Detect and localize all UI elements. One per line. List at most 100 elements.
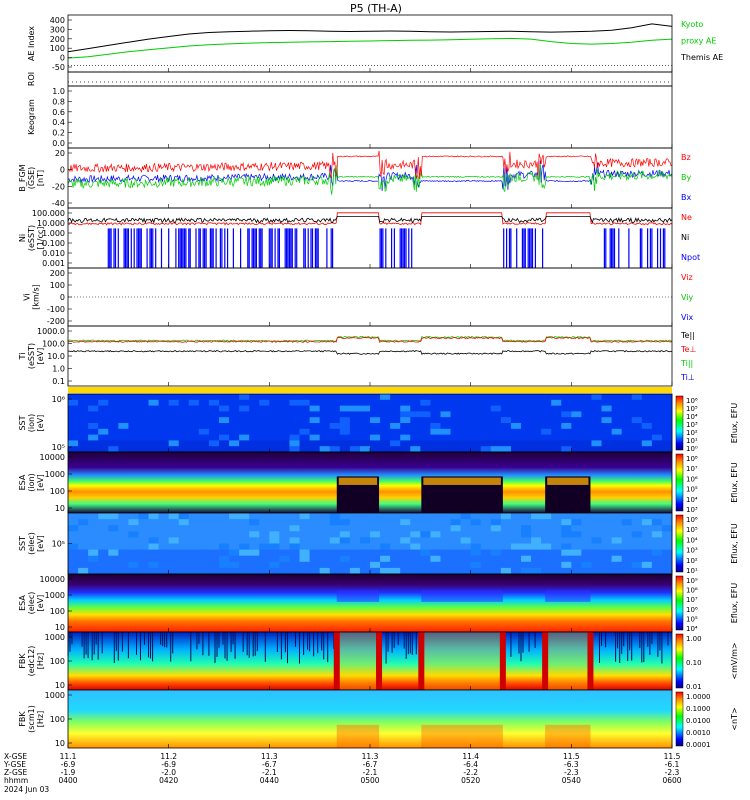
- ylabel-ae-0: AE Index: [27, 26, 36, 61]
- cbar-tick-fbk_b-2: 0.0100: [686, 717, 711, 725]
- ylabel-sst_i-2: [eV]: [36, 415, 45, 432]
- time-val-0-6: 11.5: [664, 752, 681, 761]
- fbk-e-edge-1b: [499, 632, 506, 690]
- time-val-3-1: 0420: [159, 776, 178, 785]
- cbar-tick-sst_i-5: 10¹: [686, 437, 698, 445]
- time-axis: X-GSE 11.1 11.2 11.3 11.3 11.4 11.5 11.5 Y-GSE -6…: [3, 752, 682, 794]
- ylabel-esa_e-1: (elec): [27, 592, 36, 615]
- ytick-vi-3: -100: [47, 305, 65, 314]
- ytick-ni-3: 0.100: [42, 239, 65, 248]
- ytick-keogram-5: 0.0: [52, 139, 65, 148]
- ytick-sst_i-0: 10⁶: [52, 395, 65, 404]
- panel-ti: 1000.0 100.0 10.0 1.0 0.1 Ti (eSST) [eV] Te|| Te⊥…: [18, 325, 696, 387]
- ytick-ae-3: 100: [50, 44, 65, 53]
- ytick-ti-2: 10.0: [47, 352, 65, 361]
- ni-line-ni: [67, 215, 673, 224]
- time-row-label-0: X-GSE: [4, 752, 27, 761]
- ytick-ae-5: -50: [52, 63, 65, 72]
- ytick-keogram-3: 0.4: [52, 118, 65, 127]
- ytick-ni-0: 100.000: [32, 209, 65, 218]
- ylabel-vi-0: Vi: [23, 293, 32, 301]
- ytick-ae-0: 400: [50, 16, 65, 25]
- cbar-tick-esa_i-2: 10⁶: [686, 475, 698, 483]
- time-val-2-4: -2.2: [463, 768, 478, 777]
- ylabel-fbk_b-2: [Hz]: [36, 711, 45, 727]
- ytick-ae-4: 0: [60, 54, 65, 63]
- cbar-label-esa_i: Eflux, EFU: [730, 462, 739, 503]
- time-val-2-3: -2.1: [363, 768, 378, 777]
- colorbar-sst_e: [675, 514, 684, 573]
- bfgm-line-bz: [67, 150, 673, 180]
- fbk-e-edge-2a: [542, 632, 549, 690]
- ylabel-bfgm-2: [nT]: [36, 170, 45, 186]
- ytick-ti-3: 1.0: [52, 365, 65, 374]
- time-val-3-3: 0500: [360, 776, 379, 785]
- ytick-fbk_b-2: 10: [55, 739, 65, 748]
- ytick-fbk_b-1: 100: [50, 715, 65, 724]
- colorbar-esa_e: [675, 575, 684, 631]
- cbar-tick-sst_e-1: 10⁵: [686, 526, 698, 534]
- date-label: 2024 Jun 03: [4, 785, 49, 794]
- ylabel-ni-2: [1/cc]: [36, 227, 45, 250]
- bfgm-line-by: [67, 163, 673, 195]
- ytick-keogram-1: 0.8: [52, 97, 65, 106]
- colorbar-fbk_e: [675, 633, 684, 689]
- legend-ae-2: Themis AE: [680, 53, 723, 62]
- ylabel-fbk_e-0: FBK: [18, 653, 27, 669]
- ytick-ae-2: 200: [50, 35, 65, 44]
- keogram-frame: [67, 85, 673, 149]
- time-val-1-1: -6.9: [161, 760, 176, 769]
- ytick-fbk_e-2: 10: [55, 681, 65, 690]
- time-val-3-5: 0540: [562, 776, 581, 785]
- time-val-2-5: -2.3: [564, 768, 579, 777]
- cbar-tick-sst_e-4: 10²: [686, 557, 698, 565]
- ytick-vi-4: -200: [47, 317, 65, 326]
- cbar-tick-esa_e-1: 10⁸: [686, 587, 698, 595]
- legend-vi-0: Viz: [681, 273, 693, 282]
- cbar-tick-esa_e-5: 10⁴: [686, 625, 698, 633]
- ytick-ni-1: 10.000: [37, 219, 65, 228]
- legend-vi-1: Viy: [681, 293, 694, 302]
- ytick-fbk_b-0: 1000: [45, 691, 65, 700]
- time-val-1-4: -6.4: [463, 760, 478, 769]
- ylabel-esa_e-0: ESA: [18, 595, 27, 611]
- ni-line-ne: [67, 212, 673, 226]
- cbar-tick-esa_i-0: 10⁸: [686, 455, 698, 463]
- cbar-tick-esa_e-0: 10⁹: [686, 577, 698, 585]
- ytick-vi-0: 200: [50, 269, 65, 278]
- time-val-1-0: -6.9: [61, 760, 76, 769]
- cbar-tick-esa_i-1: 10⁷: [686, 465, 698, 473]
- cbar-label-fbk_b: <nT>: [730, 707, 739, 730]
- cbar-label-sst_e: Eflux, EFU: [730, 523, 739, 564]
- ylabel-fbk_e-2: [Hz]: [36, 653, 45, 669]
- ytick-sst_i-1: 10⁵: [52, 443, 65, 452]
- cbar-tick-esa_i-3: 10⁵: [686, 486, 698, 494]
- panel-roi: ROI: [27, 71, 673, 87]
- ti-frame: [67, 325, 673, 387]
- time-val-0-3: 11.3: [362, 752, 379, 761]
- time-row-label-3: hhmm: [4, 776, 28, 785]
- legend-ni-2: Npot: [681, 253, 700, 262]
- fbk-b-band-2: [545, 724, 591, 748]
- ion-mode-bar: [68, 387, 672, 393]
- ytick-esa_i-3: 10: [55, 504, 65, 513]
- ytick-fbk_e-0: 1000: [45, 633, 65, 642]
- ae-series-1: [67, 37, 673, 59]
- time-val-3-4: 0520: [461, 776, 480, 785]
- cbar-tick-fbk_b-1: 0.1000: [686, 705, 711, 713]
- cbar-tick-sst_i-4: 10²: [686, 429, 698, 437]
- panel-sst_e: 10⁵ SST (elec) [eV] 10⁶ 10⁵ 10⁴ 10³ 10² 10¹ Eflux,…: [18, 512, 739, 575]
- ylabel-esa_i-1: (ion): [27, 473, 36, 491]
- time-val-2-6: -2.3: [665, 768, 680, 777]
- fbk-e-edge-0b: [376, 632, 383, 690]
- time-val-1-5: -6.3: [564, 760, 579, 769]
- ylabel-fbk_b-1: (scm1): [27, 705, 36, 733]
- ylabel-ti-1: (eSST): [27, 343, 36, 369]
- time-val-0-4: 11.4: [462, 752, 479, 761]
- legend-ni-1: Ni: [681, 233, 689, 242]
- time-val-3-2: 0440: [260, 776, 279, 785]
- ytick-sst_e-0: 10⁵: [52, 540, 65, 549]
